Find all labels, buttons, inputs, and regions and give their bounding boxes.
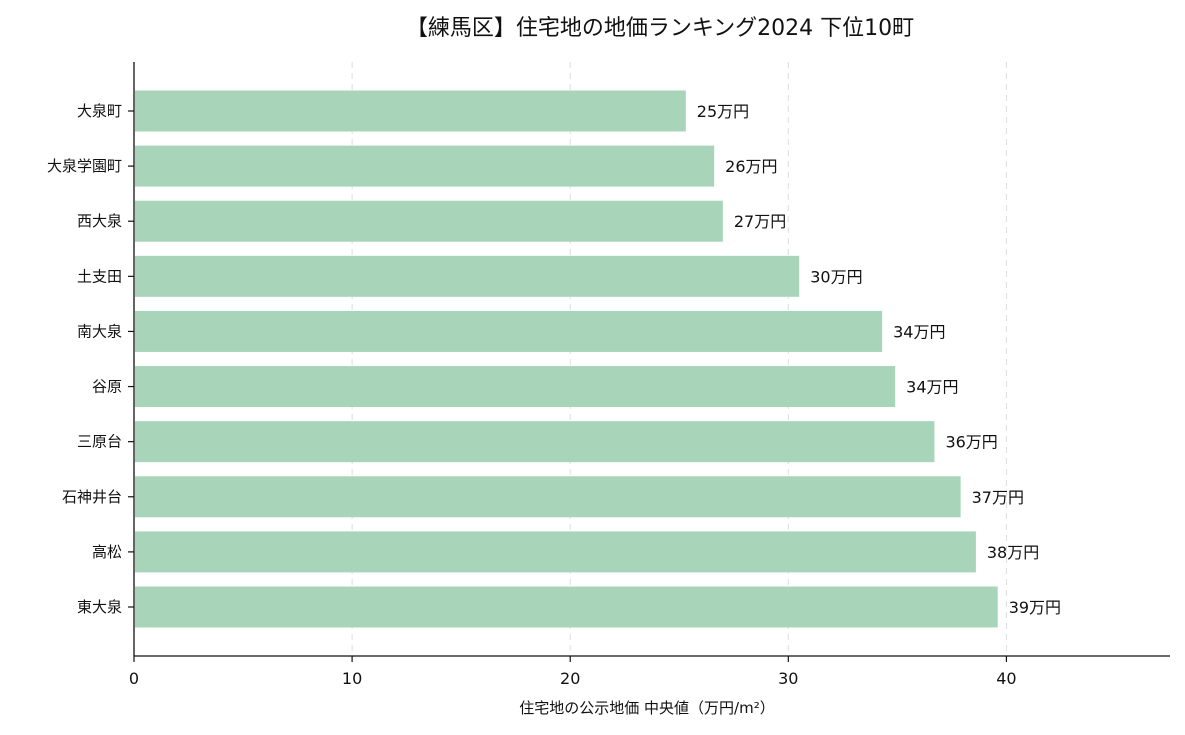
category-label: 高松 xyxy=(92,543,122,561)
category-label: 西大泉 xyxy=(77,212,122,230)
category-label: 大泉学園町 xyxy=(47,157,122,175)
category-label: 大泉町 xyxy=(77,102,122,120)
data-label: 34万円 xyxy=(893,322,945,341)
x-tick-label: 30 xyxy=(778,669,798,688)
bar xyxy=(135,531,976,573)
x-axis-ticks: 0 10 20 30 40 xyxy=(129,656,1017,688)
x-tick-label: 40 xyxy=(996,669,1016,688)
bars xyxy=(135,90,998,628)
x-tick-label: 20 xyxy=(560,669,580,688)
data-label: 27万円 xyxy=(734,212,786,231)
bar xyxy=(135,586,998,628)
x-tick-label: 10 xyxy=(342,669,362,688)
bar xyxy=(135,476,961,518)
bar xyxy=(135,145,715,187)
category-label: 土支田 xyxy=(77,267,122,285)
data-label: 25万円 xyxy=(697,102,749,121)
data-label: 36万円 xyxy=(945,433,997,452)
bar xyxy=(135,90,686,132)
data-label: 34万円 xyxy=(906,378,958,397)
category-label: 三原台 xyxy=(77,433,122,451)
category-label: 南大泉 xyxy=(77,322,122,340)
data-label: 26万円 xyxy=(725,157,777,176)
category-label: 谷原 xyxy=(92,378,122,396)
data-label: 39万円 xyxy=(1009,598,1061,617)
chart-title: 【練馬区】住宅地の地価ランキング2024 下位10町 xyxy=(406,16,914,41)
value-labels: 25万円 26万円 27万円 30万円 34万円 34万円 36万円 37万円 38万円 39万円 xyxy=(697,102,1061,617)
data-label: 30万円 xyxy=(810,267,862,286)
bar xyxy=(135,310,883,352)
data-label: 38万円 xyxy=(987,543,1039,562)
category-label: 石神井台 xyxy=(62,488,122,506)
x-axis-title: 住宅地の公示地価 中央値（万円/m²） xyxy=(519,699,774,717)
x-tick-label: 0 xyxy=(129,669,139,688)
category-label: 東大泉 xyxy=(77,598,122,616)
data-label: 37万円 xyxy=(972,488,1024,507)
bar xyxy=(135,421,935,463)
bar xyxy=(135,366,896,408)
bar xyxy=(135,255,800,297)
bar xyxy=(135,200,723,242)
